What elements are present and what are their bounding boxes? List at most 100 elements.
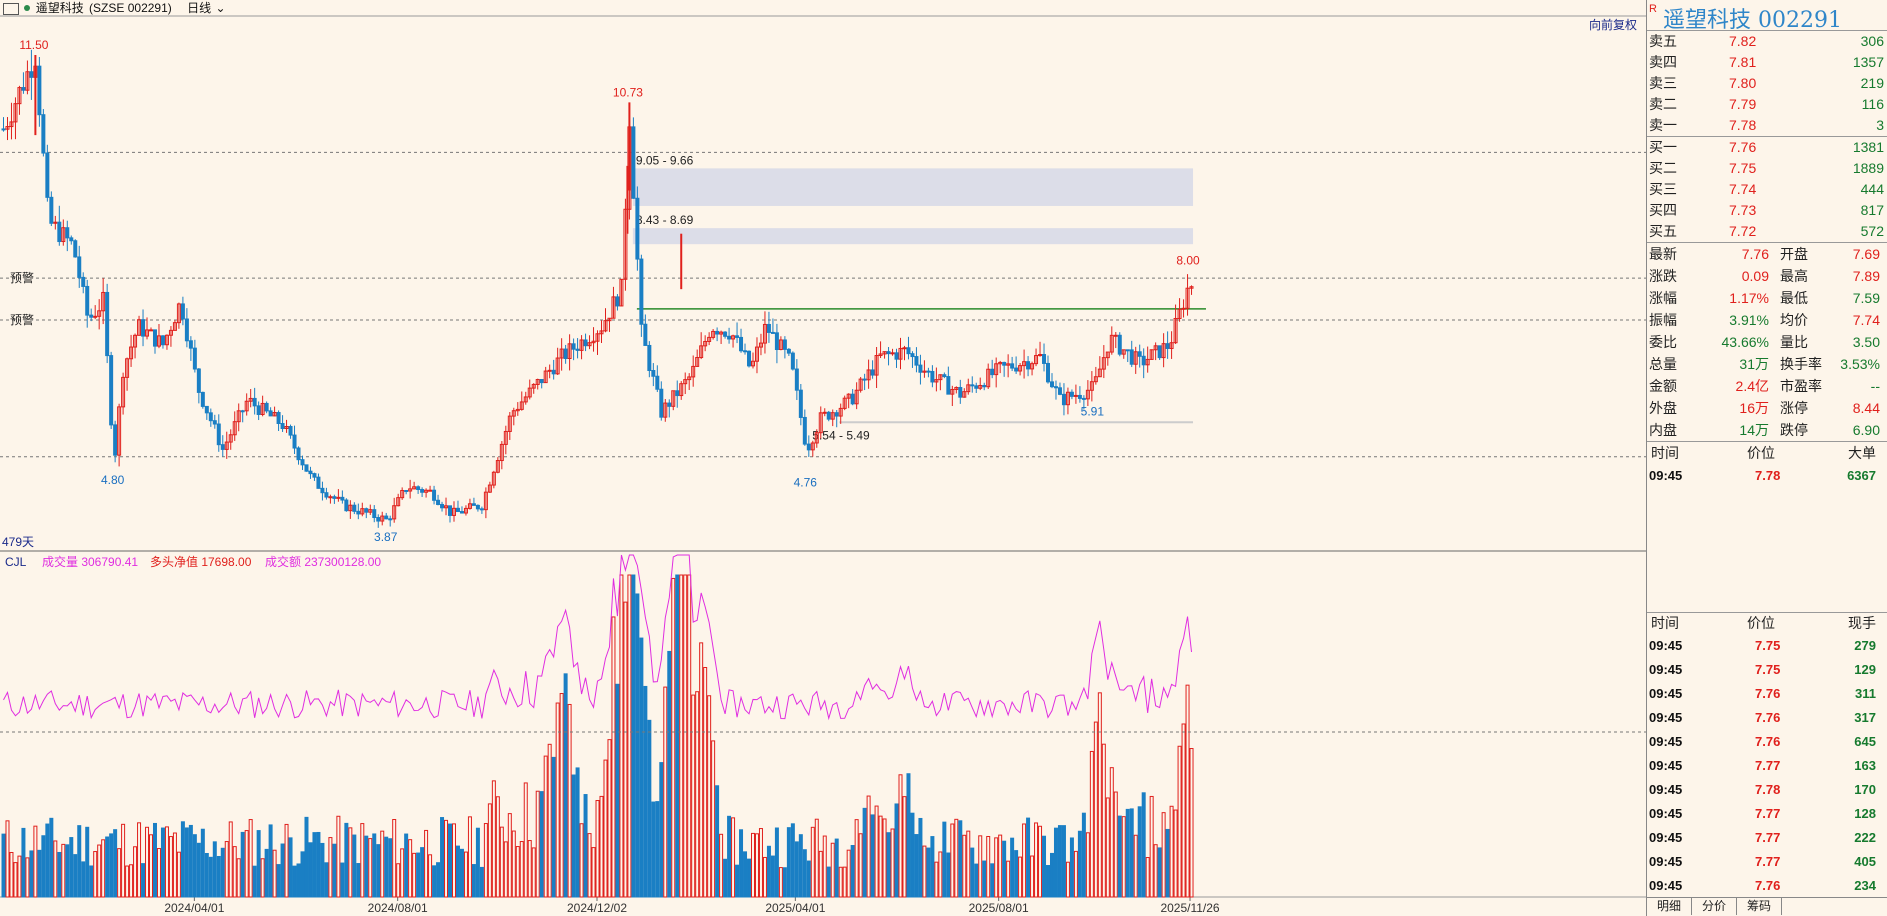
tick-row[interactable]: 09:45 7.78 170 — [1647, 778, 1887, 802]
candle-body — [707, 336, 712, 342]
warn-label: 预警 — [10, 312, 34, 327]
stat-row: 最新 7.76 开盘 7.69 — [1647, 243, 1887, 265]
bid-row[interactable]: 买三 7.74 444 — [1647, 179, 1887, 200]
tab-分价[interactable]: 分价 — [1692, 898, 1738, 915]
volume-bar — [914, 834, 919, 898]
candle-body — [184, 318, 189, 342]
rights-adjust-button[interactable]: 向前复权 — [1589, 17, 1637, 32]
tick-row[interactable]: 09:45 7.76 645 — [1647, 730, 1887, 754]
candle-body — [559, 348, 564, 359]
volume-bar — [400, 848, 405, 898]
window-icon[interactable] — [3, 3, 19, 15]
bid-row[interactable]: 买四 7.73 817 — [1647, 200, 1887, 221]
candle-body — [1046, 362, 1051, 383]
tab-筹码[interactable]: 筹码 — [1737, 898, 1783, 915]
volume-bar — [463, 851, 468, 898]
tick-row[interactable]: 09:45 7.75 129 — [1647, 658, 1887, 682]
candle-body — [440, 503, 445, 509]
candle-body — [105, 291, 110, 357]
candle-body — [388, 518, 393, 521]
volume-bar — [699, 642, 704, 898]
tick-volume: 317 — [1854, 710, 1876, 725]
candle-body — [61, 227, 66, 243]
stat-row: 涨幅 1.17% 最低 7.59 — [1647, 287, 1887, 309]
volume-bar — [527, 840, 532, 898]
tick-row[interactable]: 09:45 7.76 317 — [1647, 706, 1887, 730]
candle-body — [966, 384, 971, 393]
volume-bar — [543, 755, 548, 898]
candle-body — [69, 237, 74, 242]
stat-label: 内盘 — [1649, 422, 1677, 438]
volume-bar — [248, 819, 253, 898]
candle-body — [495, 460, 500, 473]
candle-body — [699, 345, 704, 359]
volume-bar — [85, 826, 90, 898]
ask-row[interactable]: 卖四 7.81 1357 — [1647, 52, 1887, 73]
tick-price: 7.77 — [1755, 830, 1781, 845]
tab-明细[interactable]: 明细 — [1647, 898, 1693, 915]
chevron-down-icon[interactable]: ⌄ — [215, 1, 226, 15]
volume-bar — [994, 837, 999, 898]
candle-body — [125, 358, 130, 378]
tick-row[interactable]: 09:45 7.75 279 — [1647, 634, 1887, 658]
volume-bar — [356, 863, 361, 898]
candle-body — [818, 412, 823, 434]
bid-price: 7.75 — [1729, 160, 1757, 176]
candle-body — [747, 350, 752, 367]
tick-row[interactable]: 09:45 7.77 405 — [1647, 850, 1887, 874]
candle-body — [651, 370, 656, 377]
candle-body — [1002, 361, 1007, 366]
period-selector[interactable]: 日线 — [187, 1, 212, 15]
tick-time: 09:45 — [1649, 782, 1683, 797]
tick-row[interactable]: 09:45 7.77 128 — [1647, 802, 1887, 826]
volume-bar — [137, 822, 142, 898]
candle-body — [109, 355, 114, 426]
candle-body — [882, 351, 887, 355]
volume-bar — [731, 817, 736, 898]
indicator-name[interactable]: CJL — [5, 555, 27, 569]
volume-bar — [754, 833, 759, 898]
candle-body — [152, 329, 157, 347]
volume-bar — [962, 834, 967, 898]
volume-bar — [926, 847, 931, 898]
ask-row[interactable]: 卖二 7.79 116 — [1647, 94, 1887, 115]
bid-row[interactable]: 买二 7.75 1889 — [1647, 158, 1887, 179]
candle-body — [312, 473, 317, 478]
volume-bar — [216, 855, 221, 898]
candle-body — [1125, 349, 1130, 352]
volume-bar — [1034, 822, 1039, 898]
tick-row[interactable]: 09:45 7.76 311 — [1647, 682, 1887, 706]
candle-body — [1153, 345, 1158, 351]
volume-bar — [547, 743, 552, 898]
volume-bar — [886, 832, 891, 898]
candle-body — [332, 496, 337, 499]
extreme-label: 5.91 — [1081, 404, 1105, 418]
candle-body — [172, 322, 177, 331]
tick-row[interactable]: 09:45 7.77 163 — [1647, 754, 1887, 778]
bid-row[interactable]: 买一 7.76 1381 — [1647, 137, 1887, 158]
volume-bar — [539, 791, 544, 898]
volume-bar — [934, 861, 939, 898]
candle-body — [328, 496, 333, 499]
tick-row[interactable]: 09:45 7.76 234 — [1647, 874, 1887, 898]
big-order-row[interactable]: 09:45 7.78 6367 — [1649, 468, 1876, 483]
candle-body — [483, 491, 488, 511]
volume-bar — [1165, 828, 1170, 898]
ask-row[interactable]: 卖一 7.78 3 — [1647, 115, 1887, 136]
candle-body — [1181, 307, 1186, 310]
ask-row[interactable]: 卖五 7.82 306 — [1647, 31, 1887, 52]
ask-row[interactable]: 卖三 7.80 219 — [1647, 73, 1887, 94]
volume-bar — [320, 842, 325, 898]
volume-bar — [196, 842, 201, 898]
candle-body — [1177, 308, 1182, 319]
volume-bar — [184, 827, 189, 898]
zone-label: 9.05 - 9.66 — [636, 153, 694, 167]
volume-bar — [420, 847, 425, 898]
volume-bar — [862, 807, 867, 898]
tick-row[interactable]: 09:45 7.77 222 — [1647, 826, 1887, 850]
candle-body — [611, 296, 616, 319]
ask-volume: 1357 — [1852, 54, 1884, 70]
candle-body — [687, 376, 692, 381]
bid-row[interactable]: 买五 7.72 572 — [1647, 221, 1887, 242]
